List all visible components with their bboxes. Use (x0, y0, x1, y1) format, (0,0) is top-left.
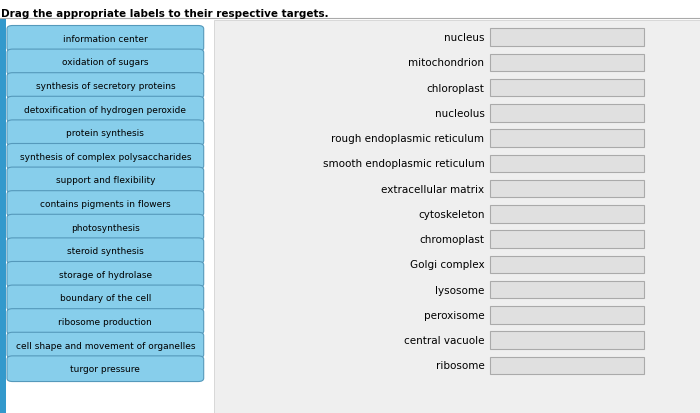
FancyBboxPatch shape (7, 74, 204, 99)
FancyBboxPatch shape (7, 97, 204, 123)
Text: cytoskeleton: cytoskeleton (418, 209, 484, 219)
Text: nucleolus: nucleolus (435, 109, 484, 119)
Text: ribosome production: ribosome production (59, 317, 152, 326)
FancyBboxPatch shape (0, 19, 6, 413)
Text: oxidation of sugars: oxidation of sugars (62, 58, 148, 67)
FancyBboxPatch shape (490, 180, 644, 198)
Text: synthesis of secretory proteins: synthesis of secretory proteins (36, 82, 175, 91)
FancyBboxPatch shape (490, 55, 644, 72)
Text: Drag the appropriate labels to their respective targets.: Drag the appropriate labels to their res… (1, 9, 329, 19)
Text: Golgi complex: Golgi complex (410, 260, 484, 270)
FancyBboxPatch shape (7, 144, 204, 170)
FancyBboxPatch shape (7, 332, 204, 358)
FancyBboxPatch shape (490, 80, 644, 97)
FancyBboxPatch shape (490, 130, 644, 147)
FancyBboxPatch shape (7, 238, 204, 264)
Text: ribosome: ribosome (435, 361, 484, 370)
Text: boundary of the cell: boundary of the cell (60, 294, 151, 303)
Text: steroid synthesis: steroid synthesis (67, 247, 144, 256)
FancyBboxPatch shape (490, 155, 644, 173)
Text: peroxisome: peroxisome (424, 310, 484, 320)
FancyBboxPatch shape (7, 191, 204, 217)
FancyBboxPatch shape (490, 332, 644, 349)
FancyBboxPatch shape (7, 356, 204, 382)
Text: lysosome: lysosome (435, 285, 484, 295)
Text: turgor pressure: turgor pressure (71, 364, 140, 373)
FancyBboxPatch shape (490, 306, 644, 324)
FancyBboxPatch shape (7, 26, 204, 52)
Text: photosynthesis: photosynthesis (71, 223, 140, 232)
Text: cell shape and movement of organelles: cell shape and movement of organelles (15, 341, 195, 350)
Text: contains pigments in flowers: contains pigments in flowers (40, 199, 171, 209)
Text: synthesis of complex polysaccharides: synthesis of complex polysaccharides (20, 152, 191, 161)
Text: detoxification of hydrogen peroxide: detoxification of hydrogen peroxide (25, 105, 186, 114)
Text: nucleus: nucleus (444, 33, 484, 43)
FancyBboxPatch shape (490, 29, 644, 47)
FancyBboxPatch shape (490, 281, 644, 299)
FancyBboxPatch shape (490, 231, 644, 248)
FancyBboxPatch shape (7, 215, 204, 240)
FancyBboxPatch shape (490, 357, 644, 374)
FancyBboxPatch shape (7, 168, 204, 193)
Text: chromoplast: chromoplast (419, 235, 484, 244)
FancyBboxPatch shape (7, 309, 204, 335)
Text: storage of hydrolase: storage of hydrolase (59, 270, 152, 279)
Text: chloroplast: chloroplast (426, 83, 484, 93)
FancyBboxPatch shape (490, 105, 644, 122)
Text: extracellular matrix: extracellular matrix (382, 184, 484, 194)
Text: central vacuole: central vacuole (404, 335, 484, 345)
FancyBboxPatch shape (7, 121, 204, 146)
Text: information center: information center (63, 35, 148, 44)
FancyBboxPatch shape (490, 206, 644, 223)
FancyBboxPatch shape (7, 285, 204, 311)
Text: rough endoplasmic reticulum: rough endoplasmic reticulum (331, 134, 484, 144)
Text: support and flexibility: support and flexibility (55, 176, 155, 185)
Text: protein synthesis: protein synthesis (66, 129, 144, 138)
FancyBboxPatch shape (7, 50, 204, 76)
FancyBboxPatch shape (490, 256, 644, 273)
FancyBboxPatch shape (214, 21, 700, 413)
FancyBboxPatch shape (0, 21, 206, 413)
Text: mitochondrion: mitochondrion (408, 58, 484, 68)
FancyBboxPatch shape (7, 262, 204, 287)
Text: smooth endoplasmic reticulum: smooth endoplasmic reticulum (323, 159, 484, 169)
